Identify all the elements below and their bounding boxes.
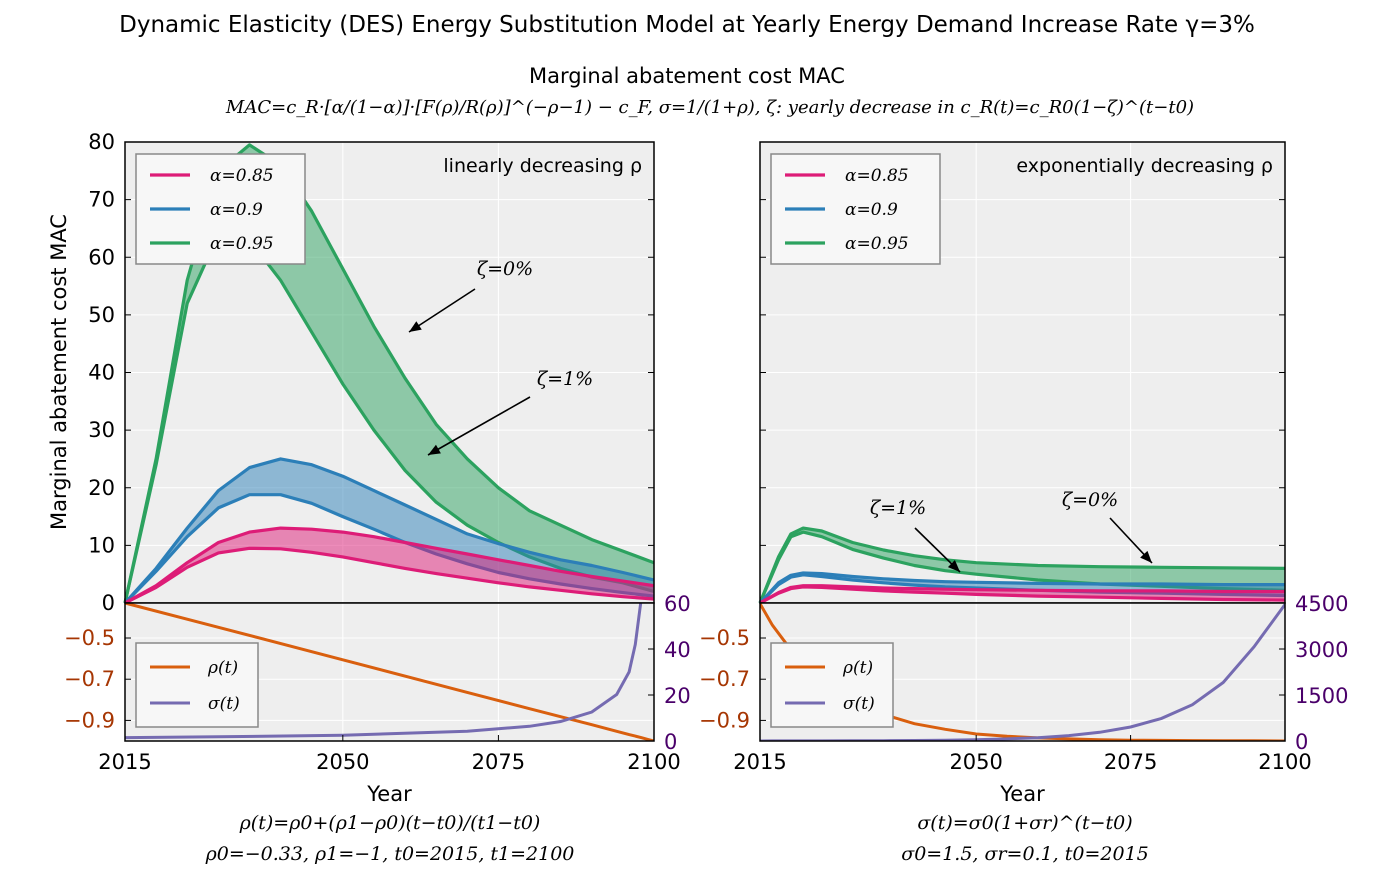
- left-caption-1: ρ(t)=ρ0+(ρ1−ρ0)(t−t0)/(t1−t0): [239, 812, 541, 834]
- left-top-corner-label: linearly decreasing ρ: [443, 155, 642, 177]
- left-bottom-legend-label-0: ρ(t): [207, 658, 238, 678]
- left-bottom-rho-tick-label-2: −0.9: [64, 708, 115, 732]
- left-top-legend-label-2: α=0.95: [210, 234, 274, 254]
- right-bottom-legend-label-0: ρ(t): [842, 658, 873, 678]
- right-bottom-rho-tick-label-2: −0.9: [699, 708, 750, 732]
- right-top-legend-label-2: α=0.95: [845, 234, 909, 254]
- right-ann-zeta-1: ζ=1%: [870, 497, 926, 519]
- figure-subtitle: Marginal abatement cost MAC: [529, 64, 845, 88]
- right-bottom-sigma-tick-label-3: 4500: [1295, 592, 1348, 616]
- right-bottom-legend-box: [770, 642, 894, 728]
- right-arrow-zeta-0-head: [1140, 550, 1152, 563]
- left-ann-zeta-1: ζ=1%: [537, 368, 593, 390]
- right-top-line-alpha-095-zeta-0: [758, 526, 1286, 604]
- right-top-legend-label-0: α=0.85: [845, 166, 909, 186]
- left-bottom-rho-line: [125, 603, 654, 741]
- right-top-corner-label: exponentially decreasing ρ: [1016, 155, 1273, 177]
- left-top-ytick-label-80: 80: [88, 130, 115, 154]
- left-bottom-sigma-tick-label-0: 0: [664, 730, 677, 754]
- left-top-ytick-label-40: 40: [88, 361, 115, 385]
- right-bottom-xtick-label-1: 2050: [949, 750, 1002, 774]
- left-bottom-legend-box: [135, 642, 259, 728]
- left-bottom-xtick-label-2: 2075: [472, 750, 525, 774]
- left-bottom-xlabel: Year: [366, 782, 412, 806]
- left-top-line-alpha-085-zeta-1: [124, 546, 655, 605]
- left-top-ytick-label-20: 20: [88, 476, 115, 500]
- left-top-ytick-label-10: 10: [88, 533, 115, 557]
- mac-formula: MAC=c_R·[α/(1−α)]·[F(ρ)/R(ρ)]^(−ρ−1) − c…: [225, 97, 1195, 118]
- right-caption-2: σ0=1.5, σr=0.1, t0=2015: [901, 843, 1149, 865]
- right-bottom-rho-tick-label-0: −0.5: [699, 626, 750, 650]
- right-top-line-alpha-085-zeta-1: [759, 585, 1286, 605]
- right-bottom-xtick-label-2: 2075: [1104, 750, 1157, 774]
- left-top-ylabel: Marginal abatement cost MAC: [47, 214, 71, 530]
- left-bottom-rho-tick-label-0: −0.5: [64, 626, 115, 650]
- left-bottom-xtick-label-1: 2050: [316, 750, 369, 774]
- left-bottom-xtick-label-0: 2015: [98, 750, 151, 774]
- left-ann-zeta-0: ζ=0%: [477, 258, 533, 280]
- left-arrow-zeta-1-head: [428, 444, 441, 455]
- right-bottom-xlabel: Year: [999, 782, 1045, 806]
- left-bottom-frame: [124, 602, 655, 742]
- left-arrow-zeta-0-shaft: [408, 288, 476, 333]
- left-top-band-alpha-095: [125, 144, 654, 603]
- right-bottom-rho-tick-label-1: −0.7: [699, 667, 750, 691]
- left-bottom-sigma-tick-label-3: 60: [664, 592, 691, 616]
- left-arrow-zeta-0-head: [409, 321, 422, 332]
- left-bottom-sigma-tick-label-1: 20: [664, 684, 691, 708]
- right-ann-zeta-0: ζ=0%: [1062, 489, 1118, 511]
- right-bottom-frame: [759, 602, 1286, 742]
- right-bottom-sigma-tick-label-0: 0: [1295, 730, 1308, 754]
- left-top-legend-label-1: α=0.9: [210, 200, 263, 220]
- right-top-line-alpha-09-zeta-0: [758, 571, 1285, 605]
- right-bottom-sigma-tick-label-2: 3000: [1295, 638, 1348, 662]
- left-arrow-zeta-1-shaft: [427, 396, 531, 456]
- left-top-ytick-label-0: 0: [102, 591, 115, 615]
- left-bottom-xtick-label-3: 2100: [627, 750, 680, 774]
- left-top-ytick-label-70: 70: [88, 188, 115, 212]
- right-bottom-sigma-tick-label-1: 1500: [1295, 684, 1348, 708]
- right-arrow-zeta-1-head: [947, 560, 960, 572]
- right-top-legend-label-1: α=0.9: [845, 200, 898, 220]
- right-bottom-xtick-label-0: 2015: [733, 750, 786, 774]
- left-bottom-legend-label-1: σ(t): [208, 694, 240, 714]
- figure-title: Dynamic Elasticity (DES) Energy Substitu…: [119, 12, 1255, 38]
- left-bottom-rho-tick-label-1: −0.7: [64, 667, 115, 691]
- right-bottom-legend-label-1: σ(t): [843, 694, 875, 714]
- left-top-ytick-label-30: 30: [88, 418, 115, 442]
- right-caption-1: σ(t)=σ0(1+σr)^(t−t0): [917, 812, 1133, 834]
- left-top-line-alpha-085-zeta-0: [124, 526, 655, 605]
- left-bottom-sigma-tick-label-2: 40: [664, 638, 691, 662]
- right-bottom-xtick-label-3: 2100: [1258, 750, 1311, 774]
- left-top-ytick-label-60: 60: [88, 245, 115, 269]
- left-top-ytick-label-50: 50: [88, 303, 115, 327]
- left-caption-2: ρ0=−0.33, ρ1=−1, t0=2015, t1=2100: [205, 843, 575, 865]
- left-top-legend-label-0: α=0.85: [210, 166, 274, 186]
- left-top-line-alpha-09-zeta-0: [123, 457, 655, 605]
